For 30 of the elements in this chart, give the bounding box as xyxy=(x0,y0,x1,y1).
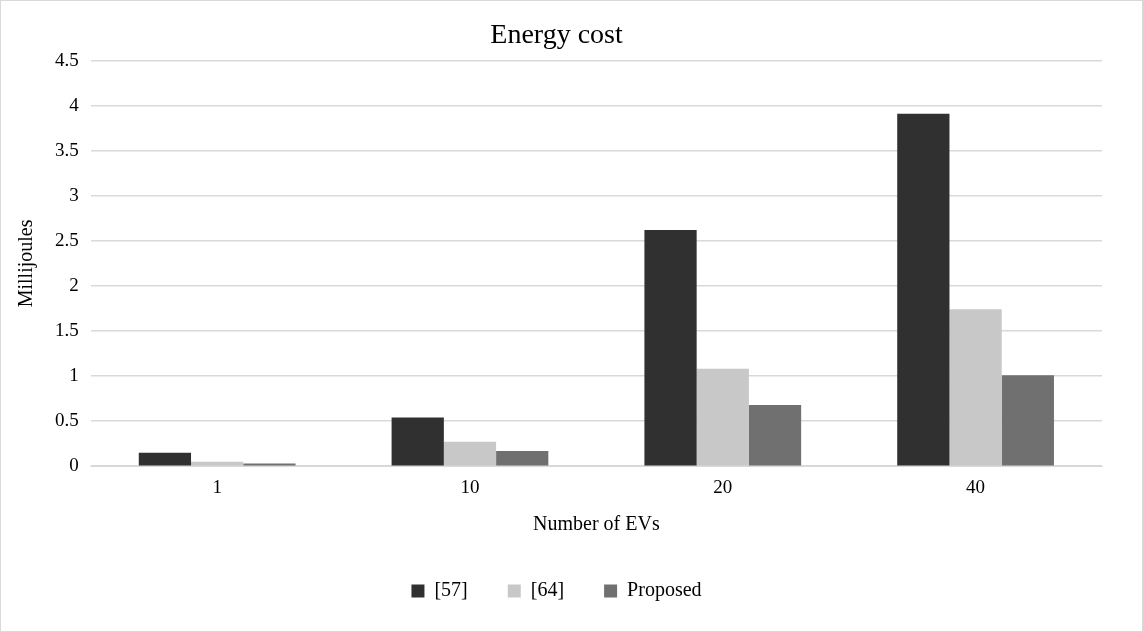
y-tick-label: 3 xyxy=(69,183,79,205)
x-axis-title: Number of EVs xyxy=(533,512,660,535)
legend-label: Proposed xyxy=(627,578,702,602)
bar xyxy=(949,309,1002,466)
bar xyxy=(1001,375,1054,466)
bar xyxy=(696,368,749,466)
legend-label: [64] xyxy=(530,578,565,601)
bar xyxy=(391,417,444,466)
chart-title: Energy cost xyxy=(490,18,623,50)
x-tick-label: 20 xyxy=(713,475,733,497)
y-tick-label: 2.5 xyxy=(55,228,79,250)
bar xyxy=(443,441,497,466)
y-tick-label: 2 xyxy=(69,273,79,295)
bar xyxy=(897,113,950,466)
y-tick-label: 1 xyxy=(69,364,79,386)
x-tick-label: 40 xyxy=(966,475,986,497)
y-tick-label: 1.5 xyxy=(55,318,79,340)
y-tick-label: 4 xyxy=(69,93,80,115)
legend-label: [57] xyxy=(434,578,468,601)
bar xyxy=(496,450,549,466)
bar xyxy=(748,404,802,466)
bar xyxy=(138,452,192,466)
x-tick-label: 10 xyxy=(460,475,480,497)
y-axis-title: Millijoules xyxy=(14,219,38,308)
y-tick-label: 0 xyxy=(69,454,79,476)
bar xyxy=(644,230,697,466)
x-tick-label: 1 xyxy=(212,475,222,497)
y-tick-label: 0.5 xyxy=(55,409,79,431)
y-tick-label: 3.5 xyxy=(55,138,79,160)
y-tick-label: 4.5 xyxy=(55,48,79,70)
